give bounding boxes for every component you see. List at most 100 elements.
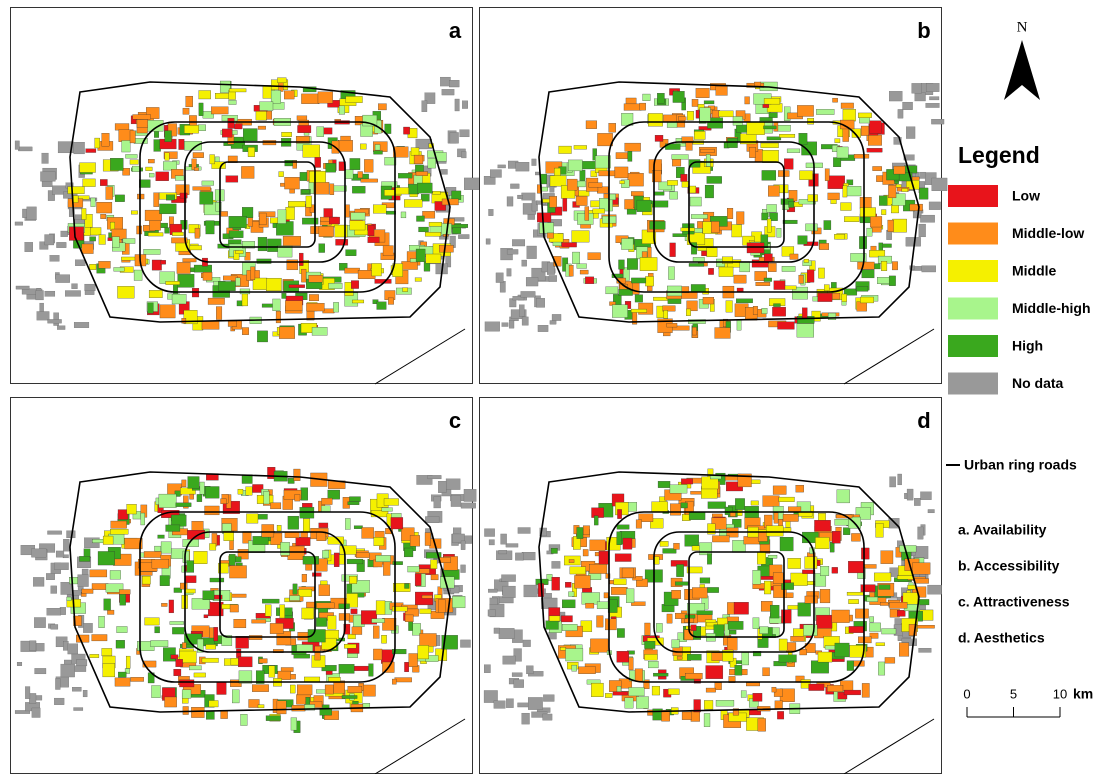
rated-patch: [636, 697, 648, 709]
no-data-patch: [15, 222, 23, 225]
rated-patch: [452, 596, 465, 608]
rated-patch: [892, 262, 897, 270]
rated-patch: [858, 262, 875, 269]
rated-patch: [319, 523, 328, 528]
rated-patch: [799, 275, 804, 283]
rated-patch: [229, 100, 237, 104]
no-data-patch: [550, 321, 556, 325]
no-data-patch: [434, 497, 441, 508]
rated-patch: [438, 600, 445, 613]
rated-patch: [762, 308, 767, 314]
rated-patch: [706, 666, 723, 679]
rated-patch: [297, 685, 312, 695]
rated-patch: [652, 502, 668, 512]
rated-patch: [345, 518, 350, 529]
rated-patch: [783, 514, 798, 521]
rated-patch: [294, 654, 310, 658]
rated-patch: [617, 525, 629, 529]
rated-patch: [703, 297, 714, 304]
no-data-patch: [56, 275, 70, 283]
rated-patch: [146, 167, 153, 171]
rated-patch: [112, 237, 119, 248]
rated-patch: [682, 712, 692, 720]
rated-patch: [874, 573, 891, 581]
rated-patch: [144, 551, 161, 557]
rated-patch: [671, 590, 680, 599]
rated-patch: [537, 213, 551, 222]
rated-patch: [383, 246, 393, 256]
rated-patch: [648, 113, 663, 126]
rated-patch: [223, 276, 237, 280]
rated-patch: [730, 512, 735, 516]
rated-patch: [642, 252, 647, 258]
rated-patch: [304, 677, 320, 682]
rated-patch: [301, 94, 319, 104]
rated-patch: [774, 513, 778, 524]
rated-patch: [90, 570, 107, 577]
rated-patch: [625, 143, 641, 151]
rated-patch: [689, 263, 704, 266]
rated-patch: [677, 656, 682, 659]
no-data-patch: [522, 713, 530, 724]
no-data-patch: [440, 77, 450, 86]
no-data-patch: [464, 178, 479, 190]
rated-patch: [252, 620, 266, 624]
rated-patch: [805, 224, 817, 231]
panel-description: c. Attractiveness: [958, 594, 1070, 610]
rated-patch: [706, 688, 716, 692]
rated-patch: [410, 535, 420, 546]
rated-patch: [681, 228, 695, 231]
rated-patch: [154, 140, 161, 152]
map-panel: b: [480, 8, 948, 385]
rated-patch: [764, 98, 780, 104]
no-data-patch: [499, 628, 514, 638]
no-data-patch: [521, 291, 536, 297]
no-data-patch: [78, 575, 89, 587]
rated-patch: [677, 115, 685, 127]
rated-patch: [369, 664, 374, 677]
rated-patch: [819, 243, 829, 249]
no-data-patch: [458, 234, 469, 238]
no-data-patch: [526, 666, 533, 674]
rated-patch: [842, 294, 847, 302]
rated-patch: [352, 186, 365, 193]
rated-patch: [289, 285, 305, 288]
rated-patch: [278, 210, 286, 224]
panel-label: c: [449, 408, 461, 433]
rated-patch: [192, 598, 210, 609]
rated-patch: [833, 158, 841, 167]
rated-patch: [347, 559, 363, 564]
rated-patch: [861, 585, 875, 592]
rated-patch: [258, 237, 267, 251]
no-data-patch: [29, 693, 36, 703]
no-data-patch: [516, 162, 529, 171]
rated-patch: [851, 533, 860, 541]
rated-patch: [707, 176, 722, 183]
rated-patch: [229, 216, 247, 228]
rated-patch: [888, 220, 894, 232]
rated-patch: [768, 555, 777, 558]
rated-patch: [160, 260, 165, 264]
rated-patch: [309, 294, 318, 300]
rated-patch: [374, 537, 384, 545]
rated-patch: [811, 661, 829, 673]
rated-patch: [107, 217, 123, 229]
rated-patch: [879, 196, 887, 206]
no-data-patch: [25, 242, 33, 251]
rated-patch: [816, 109, 834, 114]
legend-swatch: [948, 335, 998, 357]
rated-patch: [860, 208, 876, 217]
no-data-patch: [488, 610, 496, 616]
rated-patch: [805, 557, 817, 569]
no-data-patch: [500, 281, 505, 292]
rated-patch: [808, 195, 818, 202]
rated-patch: [100, 179, 107, 185]
rated-patch: [862, 270, 874, 278]
rated-patch: [106, 187, 113, 200]
rated-patch: [117, 286, 134, 298]
no-data-patch: [526, 277, 538, 286]
rated-patch: [862, 683, 869, 697]
rated-patch: [229, 566, 246, 578]
rated-patch: [655, 135, 663, 141]
rated-patch: [352, 627, 362, 635]
